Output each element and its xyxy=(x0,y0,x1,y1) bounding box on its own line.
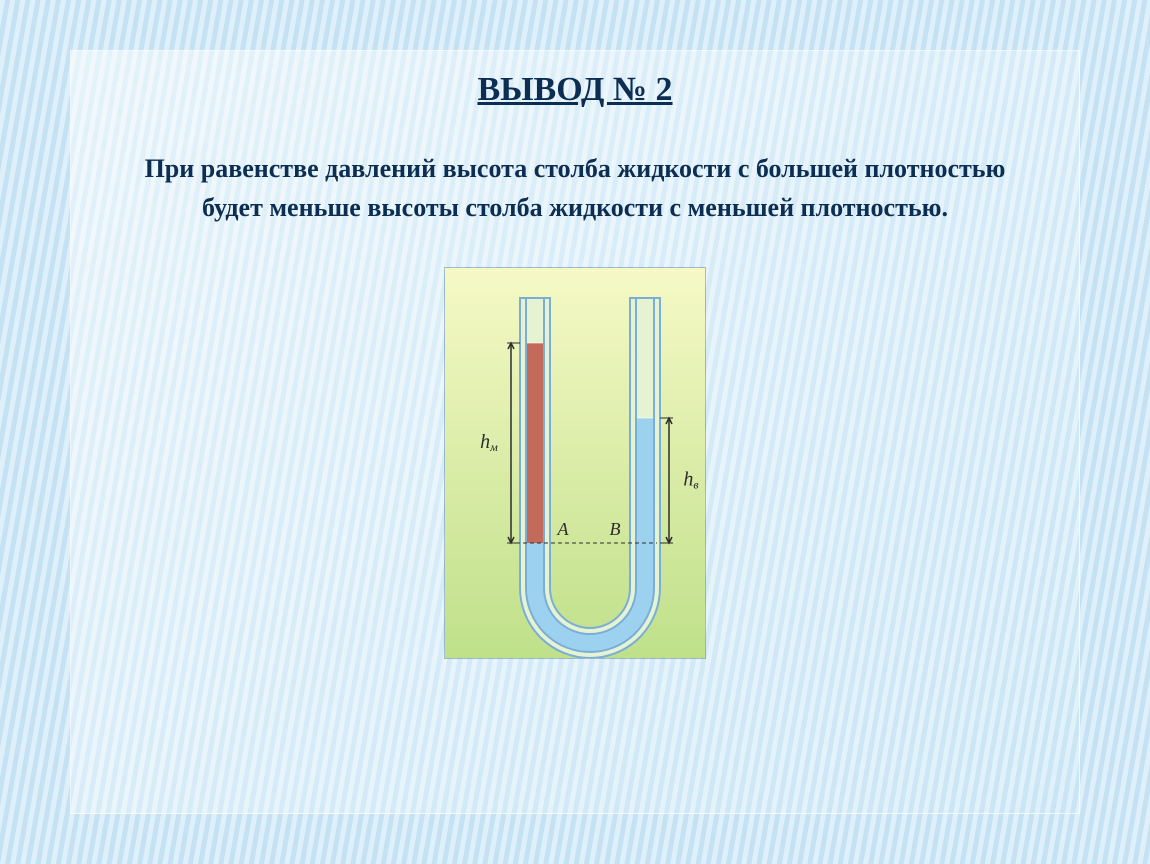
content-panel: ВЫВОД № 2 При равенстве давлений высота … xyxy=(70,50,1080,814)
u-tube-diagram: hмhвAB xyxy=(445,268,705,658)
diagram-frame: hмhвAB xyxy=(444,267,706,659)
slide-body-text: При равенстве давлений высота столба жид… xyxy=(135,149,1015,227)
slide-title: ВЫВОД № 2 xyxy=(477,71,672,109)
svg-text:A: A xyxy=(557,519,570,539)
svg-text:B: B xyxy=(610,519,621,539)
